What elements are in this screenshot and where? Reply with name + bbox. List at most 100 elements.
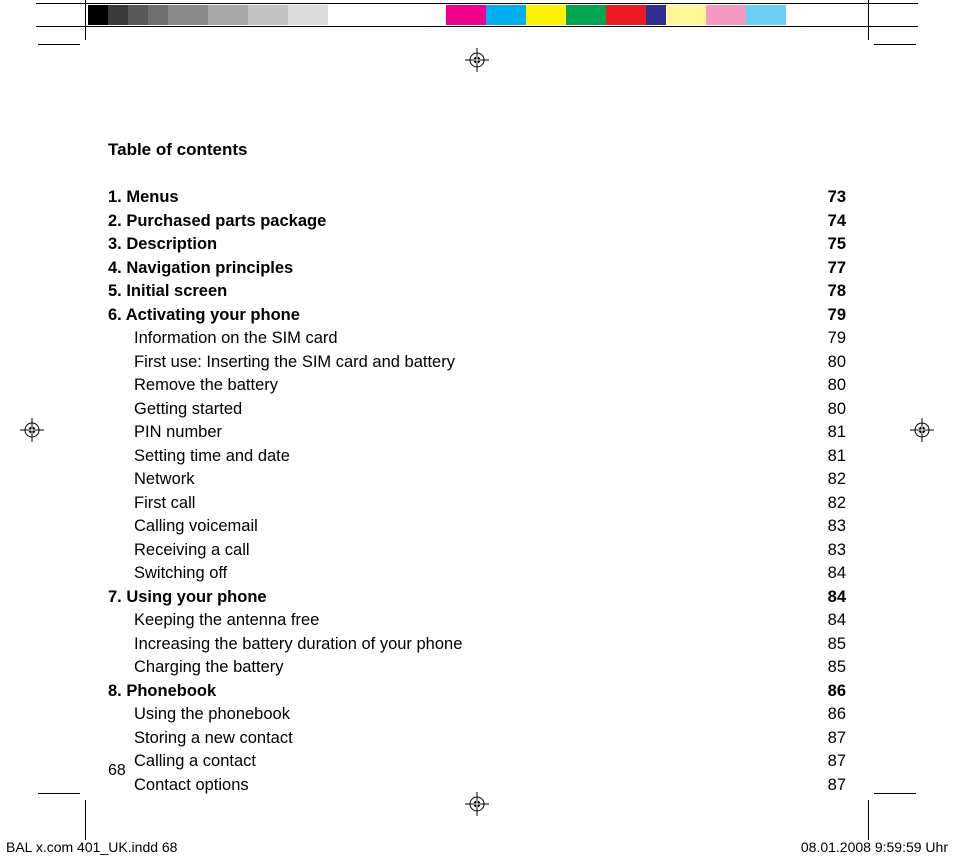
crop-mark — [874, 793, 916, 794]
crop-mark — [85, 800, 86, 840]
toc-row: Using the phonebook86 — [108, 703, 846, 727]
toc-page-number: 73 — [828, 186, 846, 210]
toc-page-number: 85 — [828, 633, 846, 657]
toc-row: Charging the battery 85 — [108, 656, 846, 680]
toc-row: Calling voicemail 83 — [108, 515, 846, 539]
toc-label: First call — [108, 492, 195, 516]
toc-label: Getting started — [108, 398, 242, 422]
toc-label: 4. Navigation principles — [108, 257, 293, 281]
toc-page-number: 79 — [828, 327, 846, 351]
toc-row: Contact options 87 — [108, 774, 846, 798]
toc-page-number: 85 — [828, 656, 846, 680]
toc-page-number: 81 — [828, 445, 846, 469]
color-swatch — [666, 5, 706, 25]
toc-page-number: 75 — [828, 233, 846, 257]
toc-page-number: 84 — [828, 609, 846, 633]
color-swatch — [108, 5, 128, 25]
toc-page-number: 80 — [828, 351, 846, 375]
toc-row: PIN number 81 — [108, 421, 846, 445]
registration-mark-icon — [465, 48, 489, 72]
crop-mark — [38, 793, 80, 794]
toc-row: Network82 — [108, 468, 846, 492]
toc-label: 3. Description — [108, 233, 217, 257]
page-content: Table of contents 1. Menus732. Purchased… — [108, 140, 846, 797]
crop-mark — [868, 0, 869, 40]
color-swatch — [566, 5, 606, 25]
toc-page-number: 80 — [828, 398, 846, 422]
toc-label: Keeping the antenna free — [108, 609, 319, 633]
color-calibration-bar — [88, 5, 786, 25]
color-swatch — [88, 5, 108, 25]
toc-label: Network — [108, 468, 195, 492]
crop-mark — [874, 44, 916, 45]
toc-row: Increasing the battery duration of your … — [108, 633, 846, 657]
color-swatch — [746, 5, 786, 25]
toc-row: 4. Navigation principles 77 — [108, 257, 846, 281]
color-swatch — [446, 5, 486, 25]
toc-row: 6. Activating your phone 79 — [108, 304, 846, 328]
toc-label: 1. Menus — [108, 186, 179, 210]
color-swatch — [606, 5, 646, 25]
toc-page-number: 84 — [828, 586, 846, 610]
color-swatch — [248, 5, 288, 25]
toc-row: 8. Phonebook86 — [108, 680, 846, 704]
toc-label: Increasing the battery duration of your … — [108, 633, 462, 657]
toc-label: First use: Inserting the SIM card and ba… — [108, 351, 455, 375]
toc-label: 5. Initial screen — [108, 280, 227, 304]
print-footer: BAL x.com 401_UK.indd 68 08.01.2008 9:59… — [6, 839, 948, 855]
toc-row: Storing a new contact87 — [108, 727, 846, 751]
toc-row: 7. Using your phone 84 — [108, 586, 846, 610]
color-swatch — [526, 5, 566, 25]
color-swatch — [486, 5, 526, 25]
toc-label: Receiving a call — [108, 539, 250, 563]
toc-row: Information on the SIM card 79 — [108, 327, 846, 351]
toc-label: Information on the SIM card — [108, 327, 338, 351]
toc-page-number: 74 — [828, 210, 846, 234]
registration-mark-icon — [910, 418, 934, 442]
toc-page-number: 79 — [828, 304, 846, 328]
toc-row: 2. Purchased parts package 74 — [108, 210, 846, 234]
color-swatch — [646, 5, 666, 25]
toc-label: Charging the battery — [108, 656, 284, 680]
toc-page-number: 83 — [828, 515, 846, 539]
toc-row: Switching off84 — [108, 562, 846, 586]
toc-label: Calling voicemail — [108, 515, 258, 539]
toc-label: Contact options — [108, 774, 249, 798]
toc-label: PIN number — [108, 421, 222, 445]
toc-label: Using the phonebook — [108, 703, 290, 727]
toc-row: First use: Inserting the SIM card and ba… — [108, 351, 846, 375]
toc-list: 1. Menus732. Purchased parts package743.… — [108, 186, 846, 797]
toc-label: 8. Phonebook — [108, 680, 216, 704]
toc-row: Setting time and date81 — [108, 445, 846, 469]
crop-mark — [868, 800, 869, 840]
page-number: 68 — [108, 762, 126, 780]
toc-page-number: 83 — [828, 539, 846, 563]
toc-row: Remove the battery 80 — [108, 374, 846, 398]
toc-page-number: 78 — [828, 280, 846, 304]
toc-label: Remove the battery — [108, 374, 278, 398]
toc-label: 2. Purchased parts package — [108, 210, 326, 234]
toc-page-number: 82 — [828, 492, 846, 516]
color-swatch — [148, 5, 168, 25]
color-swatch — [706, 5, 746, 25]
footer-timestamp: 08.01.2008 9:59:59 Uhr — [801, 839, 948, 855]
toc-label: 7. Using your phone — [108, 586, 267, 610]
toc-label: 6. Activating your phone — [108, 304, 300, 328]
color-swatch — [208, 5, 248, 25]
color-swatch — [128, 5, 148, 25]
toc-row: Receiving a call 83 — [108, 539, 846, 563]
toc-page-number: 87 — [828, 774, 846, 798]
crop-mark — [38, 44, 80, 45]
toc-label: Switching off — [108, 562, 227, 586]
toc-row: 3. Description 75 — [108, 233, 846, 257]
toc-row: Calling a contact87 — [108, 750, 846, 774]
toc-page-number: 87 — [828, 750, 846, 774]
footer-file: BAL x.com 401_UK.indd 68 — [6, 839, 177, 855]
registration-mark-icon — [20, 418, 44, 442]
toc-page-number: 81 — [828, 421, 846, 445]
toc-row: Getting started 80 — [108, 398, 846, 422]
toc-page-number: 77 — [828, 257, 846, 281]
toc-row: Keeping the antenna free 84 — [108, 609, 846, 633]
toc-page-number: 80 — [828, 374, 846, 398]
color-swatch — [168, 5, 208, 25]
